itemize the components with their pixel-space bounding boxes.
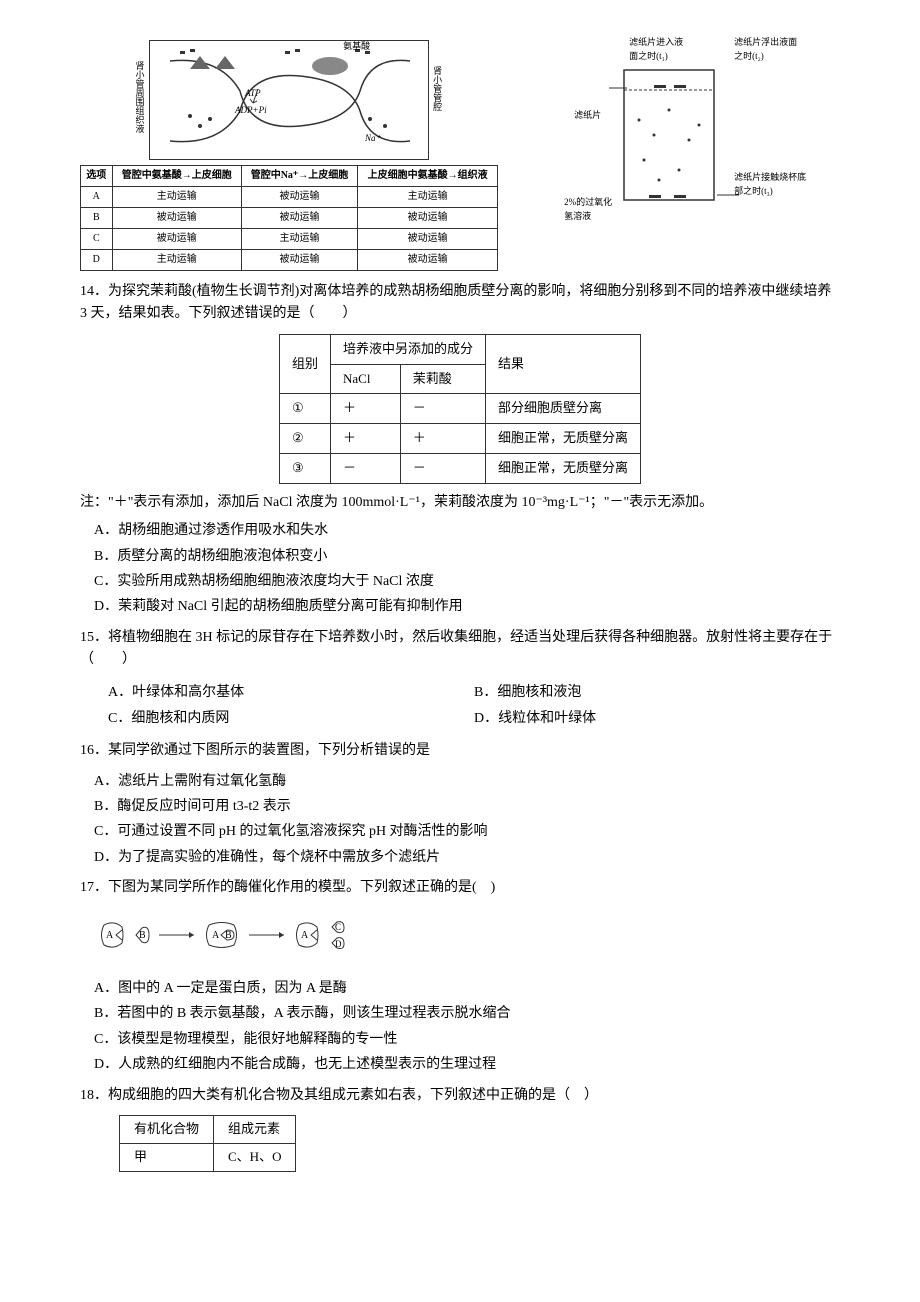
q14-option-b: B．质壁分离的胡杨细胞液泡体积变小 [80,546,840,568]
th-elements: 组成元素 [214,1115,296,1143]
th-option: 选项 [81,166,113,187]
q14-option-c: C．实验所用成熟胡杨细胞细胞液浓度均大于 NaCl 浓度 [80,571,840,593]
q17-option-c: C．该模型是物理模型，能很好地解释酶的专一性 [80,1029,840,1051]
q15-stem: 15．将植物细胞在 3H 标记的尿苷存在下培养数小时，然后收集细胞，经适当处理后… [80,627,840,672]
table-row: A主动运输被动运输主动运输 [81,187,498,208]
th-additions: 培养液中另添加的成分 [330,334,485,364]
svg-text:B: B [139,930,146,941]
q17-option-b: B．若图中的 B 表示氨基酸，A 表示酶，则该生理过程表示脱水缩合 [80,1003,840,1025]
atp-label: ATP [244,88,261,98]
th-result: 结果 [486,334,641,394]
q16-option-c: C．可通过设置不同 pH 的过氧化氢溶液探究 pH 对酶活性的影响 [80,821,840,843]
q14-option-d: D．茉莉酸对 NaCl 引起的胡杨细胞质壁分离可能有抑制作用 [80,596,840,618]
th-na-in: 管腔中Na⁺→上皮细胞 [242,166,358,187]
th-compound: 有机化合物 [120,1115,214,1143]
label-right: 肾小管管腔 [430,66,444,111]
q15-option-a: A．叶绿体和高尔基体 [108,682,474,704]
membrane-svg: ATP ADP+Pi Na⁺ [150,41,428,159]
q18-stem: 18．构成细胞的四大类有机化合物及其组成元素如右表，下列叙述中正确的是（ ） [80,1085,840,1107]
svg-text:A: A [301,930,309,941]
beaker-label-sol: 2%的过氧化氢溶液 [564,195,619,224]
th-group: 组别 [279,334,330,394]
beaker-label-br: 滤纸片接触烧杯底部之时(t₃) [734,170,809,199]
cell-membrane-diagram: 肾小管周围组织液 氨基酸 肾小管管腔 ATP [149,40,429,160]
q14-table: 组别 培养液中另添加的成分 结果 NaCl 茉莉酸 ①＋－部分细胞质壁分离 ②＋… [279,334,641,484]
table-row: C被动运输主动运输被动运输 [81,229,498,250]
beaker-label-paper: 滤纸片 [574,108,601,122]
q17-option-d: D．人成熟的红细胞内不能合成酶，也无上述模型表示的生理过程 [80,1054,840,1076]
table-row: B被动运输被动运输被动运输 [81,208,498,229]
label-aa: 氨基酸 [343,39,370,53]
beaker-label-tl: 滤纸片进入液面之时(t₁) [629,35,689,64]
q16-option-a: A．滤纸片上需附有过氧化氢酶 [80,771,840,793]
enzyme-model-diagram: A B A B A C D [80,910,840,968]
table-row: D主动运输被动运输被动运输 [81,250,498,271]
q15-option-d: D．线粒体和叶绿体 [474,708,840,730]
table-row: 甲C、H、O [120,1143,296,1171]
svg-text:A: A [212,930,220,941]
kidney-transport-figure: 肾小管周围组织液 氨基酸 肾小管管腔 ATP [80,40,498,271]
q15-option-b: B．细胞核和液泡 [474,682,840,704]
th-nacl: NaCl [330,364,400,394]
table-row: ①＋－部分细胞质壁分离 [279,394,640,424]
th-ja: 茉莉酸 [400,364,485,394]
q16-stem: 16．某同学欲通过下图所示的装置图，下列分析错误的是 [80,740,840,762]
transport-table: 选项 管腔中氨基酸→上皮细胞 管腔中Na⁺→上皮细胞 上皮细胞中氨基酸→组织液 … [80,165,498,271]
q17-option-a: A．图中的 A 一定是蛋白质，因为 A 是酶 [80,978,840,1000]
adp-label: ADP+Pi [234,105,267,115]
q16-option-d: D．为了提高实验的准确性，每个烧杯中需放多个滤纸片 [80,847,840,869]
q16-option-b: B．酶促反应时间可用 t3-t2 表示 [80,796,840,818]
table-row: ②＋＋细胞正常，无质壁分离 [279,424,640,454]
th-aa-out: 上皮细胞中氨基酸→组织液 [357,166,497,187]
beaker-diagram: 滤纸片进入液面之时(t₁) 滤纸片浮出液面之时(t₂) 滤纸片 滤纸片接触烧杯底… [579,40,779,220]
th-aa-in: 管腔中氨基酸→上皮细胞 [112,166,241,187]
svg-text:B: B [225,930,232,941]
q15-option-c: C．细胞核和内质网 [108,708,474,730]
q18-table: 有机化合物组成元素 甲C、H、O [119,1115,296,1172]
label-left: 肾小管周围组织液 [132,61,146,133]
table-row: ③－－细胞正常，无质壁分离 [279,453,640,483]
q15-options: A．叶绿体和高尔基体 B．细胞核和液泡 C．细胞核和内质网 D．线粒体和叶绿体 [80,680,840,733]
svg-text:D: D [335,939,342,949]
q14-stem: 14．为探究茉莉酸(植物生长调节剂)对离体培养的成熟胡杨细胞质壁分离的影响，将细… [80,281,840,326]
na-label: Na⁺ [364,133,382,143]
top-figures-row: 肾小管周围组织液 氨基酸 肾小管管腔 ATP [80,40,840,271]
beaker-label-tr: 滤纸片浮出液面之时(t₂) [734,35,799,64]
q14-note: 注："＋"表示有添加，添加后 NaCl 浓度为 100mmol·L⁻¹，茉莉酸浓… [80,492,840,514]
q17-stem: 17．下图为某同学所作的酶催化作用的模型。下列叙述正确的是( ) [80,877,840,899]
beaker-figure: 滤纸片进入液面之时(t₁) 滤纸片浮出液面之时(t₂) 滤纸片 滤纸片接触烧杯底… [518,40,840,271]
enzyme-svg: A B A B A C D [94,910,414,960]
svg-text:A: A [106,930,114,941]
svg-text:C: C [335,922,341,932]
q14-option-a: A．胡杨细胞通过渗透作用吸水和失水 [80,520,840,542]
